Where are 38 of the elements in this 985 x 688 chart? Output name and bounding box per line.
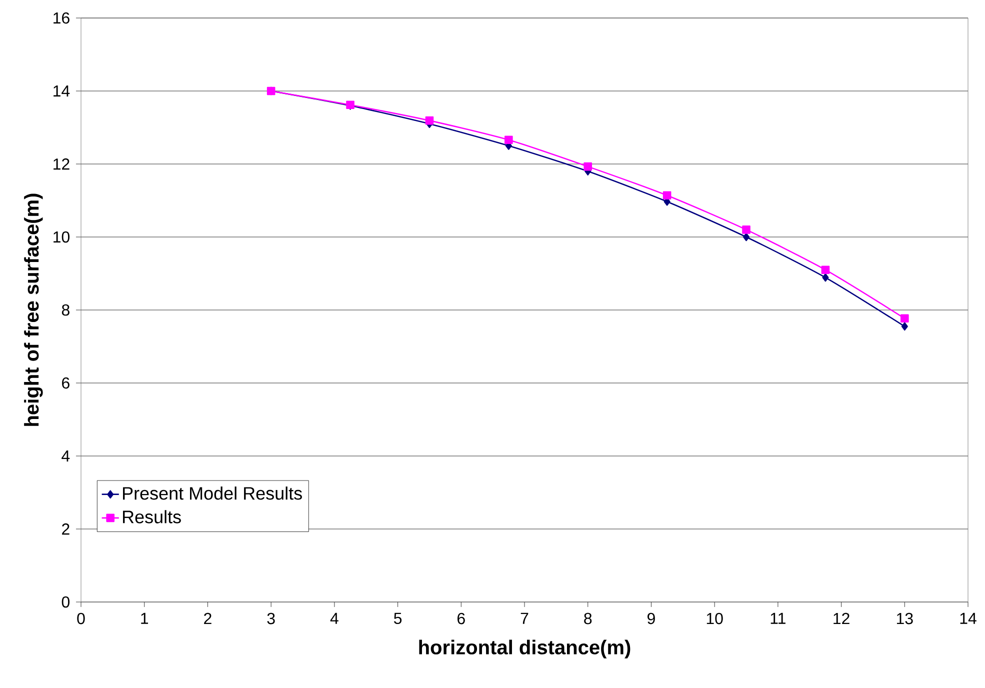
x-tick-label: 10 bbox=[706, 612, 723, 624]
point bbox=[822, 273, 829, 282]
y-axis-title: height of free surface(m) bbox=[24, 194, 43, 426]
x-tick-label: 7 bbox=[520, 612, 528, 624]
point bbox=[425, 116, 434, 125]
y-tick-label: 0 bbox=[62, 596, 70, 608]
x-tick-label: 5 bbox=[394, 612, 402, 624]
x-tick-label: 8 bbox=[584, 612, 592, 624]
x-tick-label: 2 bbox=[204, 612, 212, 624]
legend-label: Results bbox=[123, 510, 181, 524]
x-tick-label: 9 bbox=[648, 612, 655, 624]
point bbox=[584, 162, 592, 171]
y-tick-label: 4 bbox=[62, 450, 70, 462]
y-tick-label: 6 bbox=[62, 377, 70, 389]
x-tick-label: 4 bbox=[330, 612, 338, 624]
x-tick-label: 12 bbox=[834, 612, 850, 624]
x-tick-label: 1 bbox=[141, 612, 148, 624]
x-tick-label: 14 bbox=[960, 612, 976, 624]
y-tick-label: 16 bbox=[54, 12, 70, 24]
point bbox=[662, 191, 672, 200]
legend-label: Present Model Results bbox=[123, 486, 302, 500]
x-tick-label: 6 bbox=[458, 612, 465, 624]
x-tick-label: 0 bbox=[77, 612, 85, 624]
y-tick-label: 10 bbox=[54, 231, 70, 243]
x-tick-label: 3 bbox=[267, 612, 275, 624]
x-tick-label: 13 bbox=[896, 612, 913, 624]
x-tick-label: 11 bbox=[770, 612, 786, 624]
point bbox=[742, 226, 750, 234]
point bbox=[821, 266, 830, 274]
y-tick-label: 14 bbox=[54, 85, 70, 96]
point bbox=[504, 136, 513, 144]
y-tick-label: 8 bbox=[62, 304, 70, 316]
y-tick-label: 2 bbox=[62, 523, 70, 535]
point bbox=[901, 322, 908, 331]
point bbox=[742, 232, 750, 242]
x-axis-title: horizontal distance(m) bbox=[419, 640, 630, 658]
y-tick-label: 12 bbox=[54, 158, 70, 170]
point bbox=[900, 314, 909, 323]
